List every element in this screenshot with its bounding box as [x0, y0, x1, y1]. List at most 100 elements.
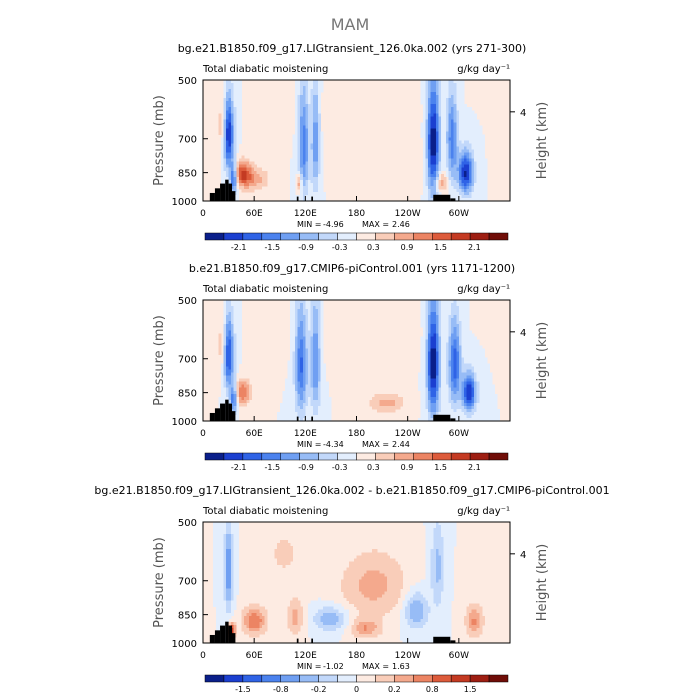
heatmap-cell [456, 137, 460, 141]
heatmap-cell [425, 351, 429, 355]
heatmap-cell [433, 363, 437, 367]
heatmap-cell [223, 342, 227, 346]
heatmap-cell [300, 363, 304, 367]
heatmap-cell [223, 396, 227, 401]
heatmap-cell [443, 179, 447, 184]
heatmap-cell [461, 170, 465, 175]
heatmap-cell [251, 182, 255, 187]
heatmap-cell [453, 149, 457, 153]
heatmap-cell [297, 324, 301, 328]
heatmap-cell [469, 384, 473, 389]
heatmap-cell [289, 300, 293, 304]
heatmap-cell [433, 522, 437, 526]
heatmap-cell [440, 303, 444, 307]
heatmap-cell [433, 570, 437, 574]
heatmap-cell [435, 582, 439, 586]
heatmap-cell [443, 537, 447, 541]
heatmap-cell [494, 405, 498, 410]
heatmap-cell [453, 312, 457, 316]
heatmap-cell [456, 369, 460, 373]
heatmap-cell [435, 537, 439, 541]
heatmap-cell [315, 381, 319, 386]
heatmap-cell [228, 351, 232, 355]
heatmap-cell [474, 408, 478, 413]
heatmap-cell [231, 342, 235, 346]
heatmap-cell [364, 588, 368, 592]
heatmap-cell [233, 80, 237, 84]
heatmap-cell [425, 594, 429, 599]
heatmap-cell [300, 110, 304, 114]
heatmap-cell [315, 333, 319, 337]
heatmap-cell [446, 396, 449, 401]
heatmap-cell [461, 327, 465, 331]
heatmap-cell [233, 101, 237, 105]
y-tick-label: 850 [178, 389, 197, 400]
heatmap-cell [458, 417, 462, 422]
heatmap-cell [443, 573, 447, 577]
heatmap-cell [440, 555, 444, 559]
heatmap-cell [292, 140, 296, 144]
heatmap-cell [438, 131, 442, 135]
heatmap-cell [471, 155, 475, 160]
heatmap-cell [318, 354, 322, 358]
heatmap-cell [471, 369, 475, 373]
heatmap-cell [233, 396, 237, 401]
heatmap-cell [425, 387, 429, 392]
heatmap-cell [451, 161, 455, 166]
heatmap-cell [382, 561, 386, 565]
heatmap-cell [318, 113, 322, 117]
heatmap-cell [479, 387, 483, 392]
heatmap-cell [323, 603, 327, 608]
heatmap-cell [233, 402, 237, 407]
heatmap-cell [433, 170, 437, 175]
heatmap-cell [428, 543, 432, 547]
chart-panel-2: b.e21.B1850.f09_g17.CMIP6-piControl.001 … [152, 262, 550, 472]
heatmap-cell [313, 306, 316, 310]
heatmap-cell [228, 336, 232, 340]
heatmap-cell [425, 303, 429, 307]
heatmap-cell [484, 357, 488, 361]
heatmap-cell [428, 576, 432, 580]
heatmap-cell [384, 405, 388, 410]
heatmap-cell [438, 116, 442, 120]
colorbar-label: -2.1 [231, 463, 247, 472]
heatmap-cell [474, 143, 478, 147]
heatmap-cell [323, 390, 327, 395]
heatmap-cell [243, 393, 247, 398]
heatmap-cell [466, 164, 470, 169]
colorbar-swatch [223, 232, 244, 241]
heatmap-cell [423, 179, 426, 184]
heatmap-cell [461, 155, 465, 160]
heatmap-cell [433, 140, 437, 144]
heatmap-cell [307, 303, 311, 307]
heatmap-cell [231, 83, 235, 87]
heatmap-cell [479, 402, 483, 407]
heatmap-cell [448, 137, 452, 141]
heatmap-cell [423, 89, 426, 93]
heatmap-cell [433, 552, 437, 556]
heatmap-cell [430, 390, 434, 395]
heatmap-cell [453, 315, 457, 319]
heatmap-cell [284, 540, 288, 544]
chart-panel-3: bg.e21.B1850.f09_g17.LIGtransient_126.0k… [94, 484, 609, 694]
heatmap-cell [297, 402, 301, 407]
heatmap-cell [236, 122, 240, 126]
heatmap-cell [292, 318, 296, 322]
heatmap-cell [243, 185, 247, 190]
heatmap-cell [420, 95, 424, 99]
heatmap-cell [305, 330, 309, 334]
heatmap-cell [423, 585, 426, 589]
heatmap-cell [226, 585, 229, 589]
heatmap-cell [479, 161, 483, 166]
heatmap-cell [471, 396, 475, 401]
heatmap-cell [412, 591, 416, 595]
heatmap-cell [369, 573, 373, 577]
heatmap-cell [297, 101, 301, 105]
heatmap-cell [243, 167, 247, 172]
heatmap-cell [399, 570, 403, 574]
heatmap-cell [279, 555, 283, 559]
heatmap-cell [218, 345, 222, 349]
heatmap-cell [236, 576, 240, 580]
heatmap-cell [435, 330, 439, 334]
heatmap-cell [440, 80, 444, 84]
